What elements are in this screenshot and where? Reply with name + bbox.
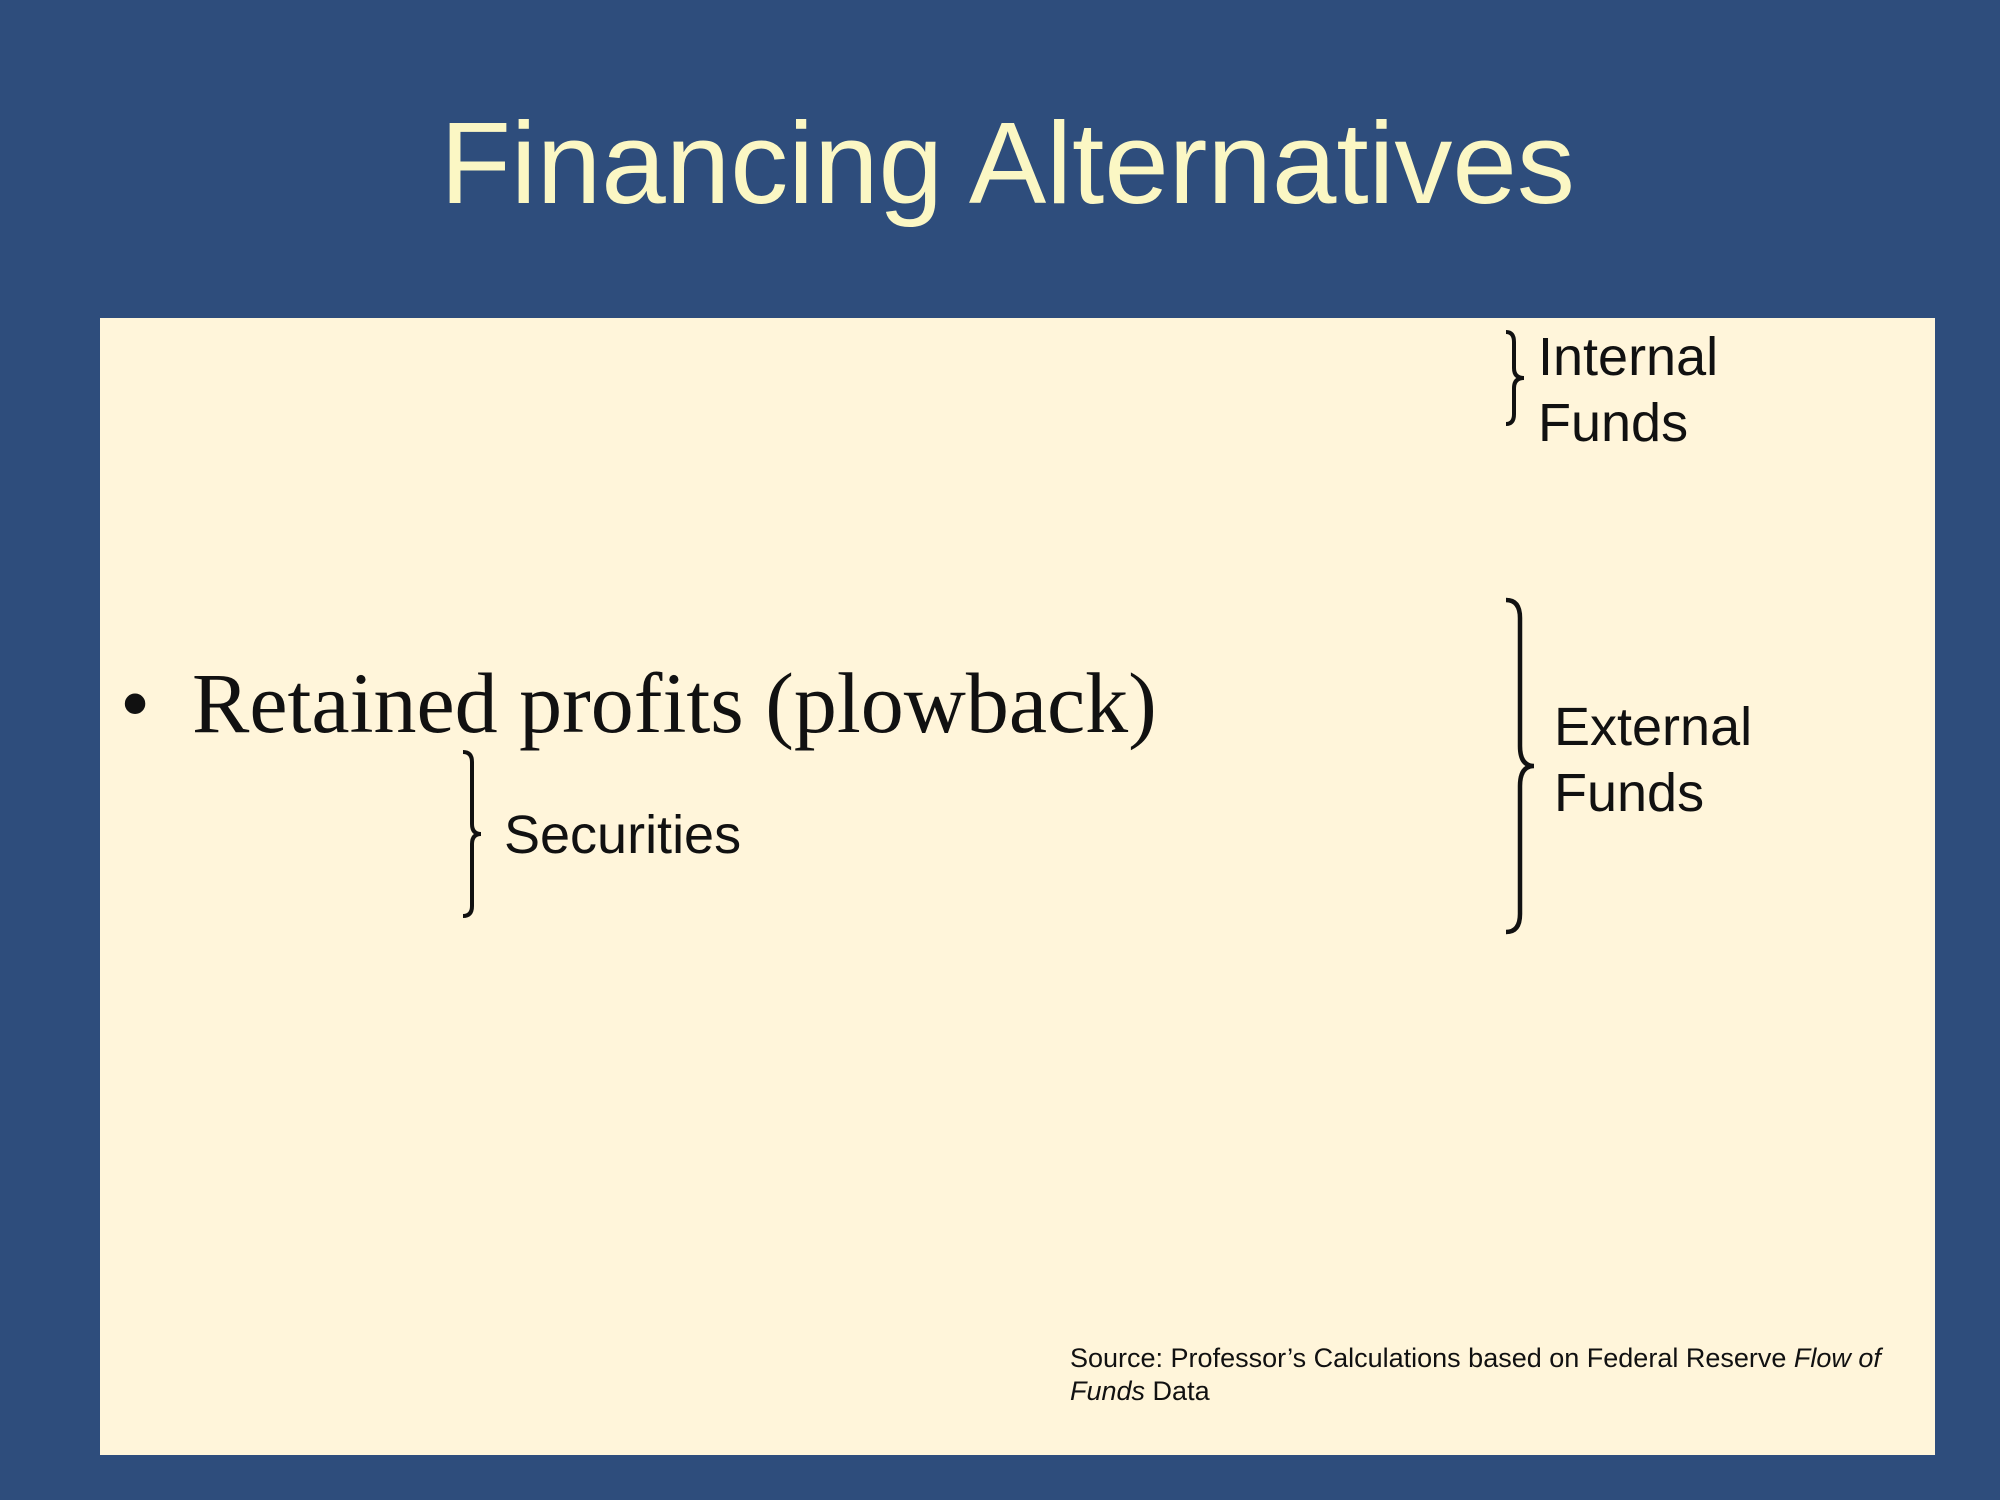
bullet-dot: • — [120, 655, 151, 751]
securities-brace — [462, 750, 482, 918]
bullet-item-retained-profits: • Retained profits (plowback) — [120, 648, 1157, 758]
internal-brace — [1505, 330, 1525, 426]
source-note: Source: Professor’s Calculations based o… — [1070, 1342, 1910, 1408]
slide-title: Financing Alternatives — [440, 98, 1575, 228]
item-label: Retained profits (plowback) — [192, 655, 1157, 751]
external-brace — [1505, 597, 1535, 935]
internal-funds-label-line2: Funds — [1538, 393, 1689, 453]
source-prefix: Source: Professor’s Calculations based o… — [1070, 1343, 1794, 1373]
securities-label: Securities — [504, 805, 742, 865]
external-funds-label-line1: External — [1554, 697, 1753, 757]
source-italic: Flow of Funds — [1070, 1343, 1881, 1406]
source-suffix: Data — [1145, 1376, 1210, 1406]
content-panel: • Retained profits (plowback) Internal Fu… — [100, 318, 1935, 1455]
internal-funds-label-line1: Internal — [1538, 327, 1719, 387]
external-funds-label-line2: Funds — [1554, 763, 1705, 823]
